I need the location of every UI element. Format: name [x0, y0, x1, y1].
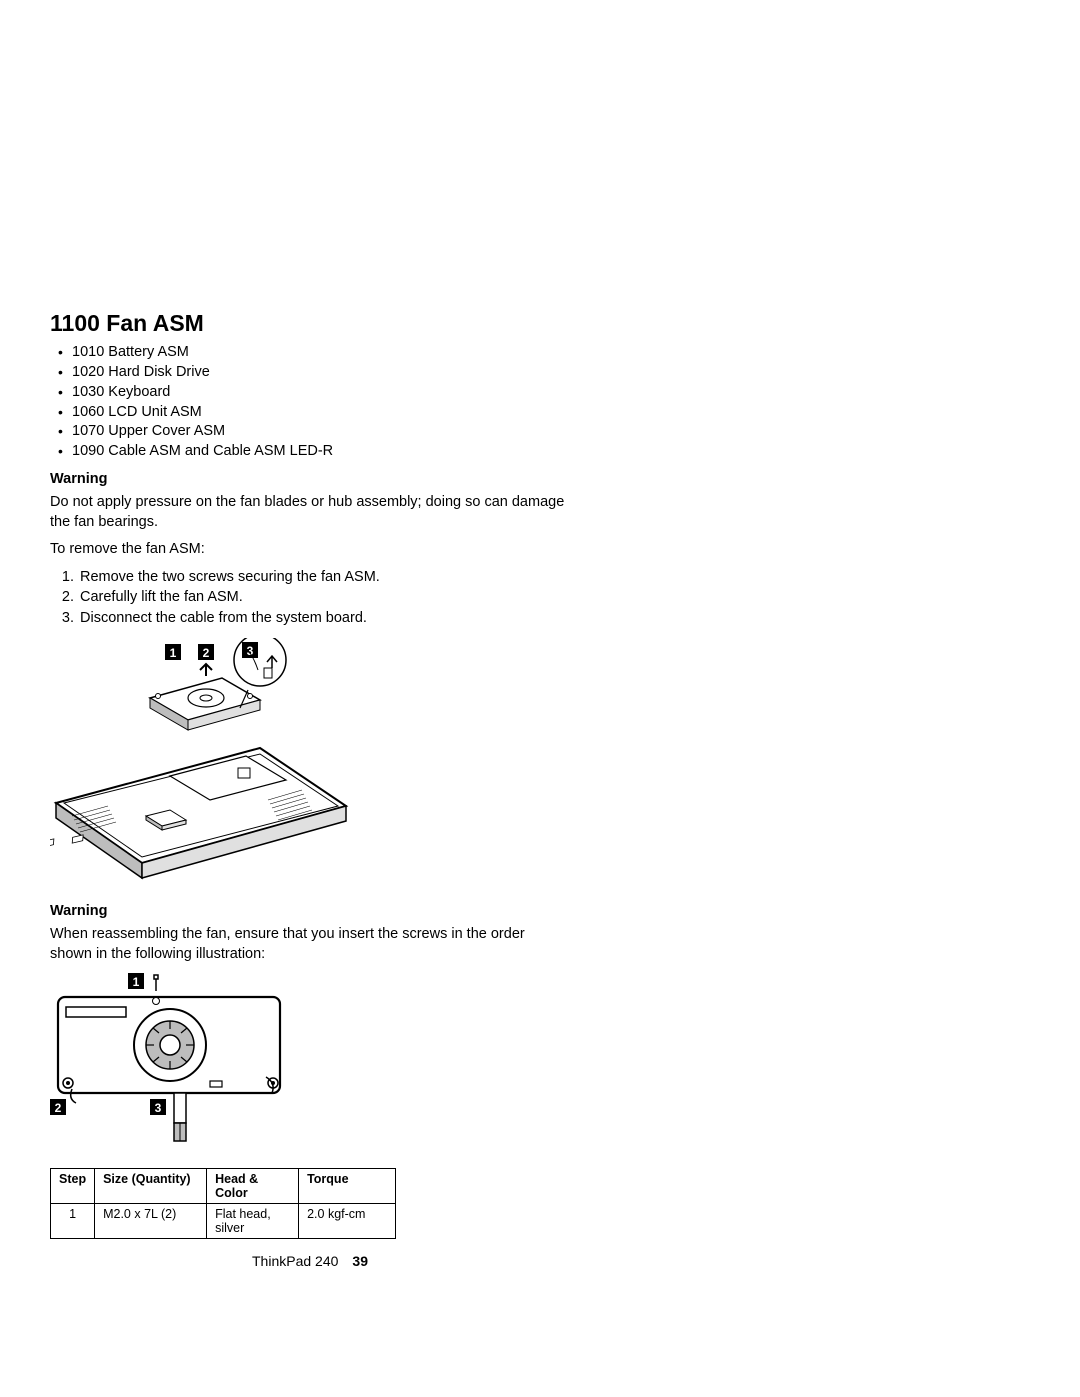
cell-head: Flat head, silver — [207, 1203, 299, 1238]
lead-in-text: To remove the fan ASM: — [50, 540, 570, 560]
warning-label-2: Warning — [50, 903, 570, 919]
figure-reassembly: 1 2 3 — [50, 973, 570, 1158]
callout-2b: 2 — [55, 1101, 62, 1115]
footer-model: ThinkPad 240 — [252, 1253, 338, 1269]
callout-2: 2 — [203, 646, 210, 660]
prereq-item: 1020 Hard Disk Drive — [72, 363, 570, 382]
callout-1b: 1 — [133, 975, 140, 989]
prereq-item: 1060 LCD Unit ASM — [72, 403, 570, 422]
removal-steps: Remove the two screws securing the fan A… — [50, 568, 570, 629]
warning-text-1: Do not apply pressure on the fan blades … — [50, 493, 570, 532]
callout-1: 1 — [170, 646, 177, 660]
section-heading: 1100 Fan ASM — [50, 310, 570, 337]
prereq-item: 1030 Keyboard — [72, 383, 570, 402]
footer-pagenum: 39 — [352, 1253, 368, 1269]
figure-removal: 1 2 3 — [50, 638, 570, 893]
step-item: Disconnect the cable from the system boa… — [78, 609, 570, 629]
prerequisite-list: 1010 Battery ASM 1020 Hard Disk Drive 10… — [50, 343, 570, 461]
th-head: Head & Color — [207, 1168, 299, 1203]
callout-3b: 3 — [155, 1101, 162, 1115]
prereq-item: 1090 Cable ASM and Cable ASM LED-R — [72, 442, 570, 461]
warning-text-2: When reassembling the fan, ensure that y… — [50, 925, 570, 964]
step-item: Remove the two screws securing the fan A… — [78, 568, 570, 588]
screw-table: Step Size (Quantity) Head & Color Torque… — [50, 1168, 396, 1239]
prereq-item: 1010 Battery ASM — [72, 343, 570, 362]
th-size: Size (Quantity) — [95, 1168, 207, 1203]
th-torque: Torque — [299, 1168, 396, 1203]
cell-step: 1 — [51, 1203, 95, 1238]
th-step: Step — [51, 1168, 95, 1203]
callout-3: 3 — [247, 644, 254, 658]
table-row: 1 M2.0 x 7L (2) Flat head, silver 2.0 kg… — [51, 1203, 396, 1238]
page-footer: ThinkPad 240 39 — [50, 1253, 570, 1269]
cell-size: M2.0 x 7L (2) — [95, 1203, 207, 1238]
cell-torque: 2.0 kgf-cm — [299, 1203, 396, 1238]
prereq-item: 1070 Upper Cover ASM — [72, 422, 570, 441]
warning-label-1: Warning — [50, 471, 570, 487]
step-item: Carefully lift the fan ASM. — [78, 588, 570, 608]
